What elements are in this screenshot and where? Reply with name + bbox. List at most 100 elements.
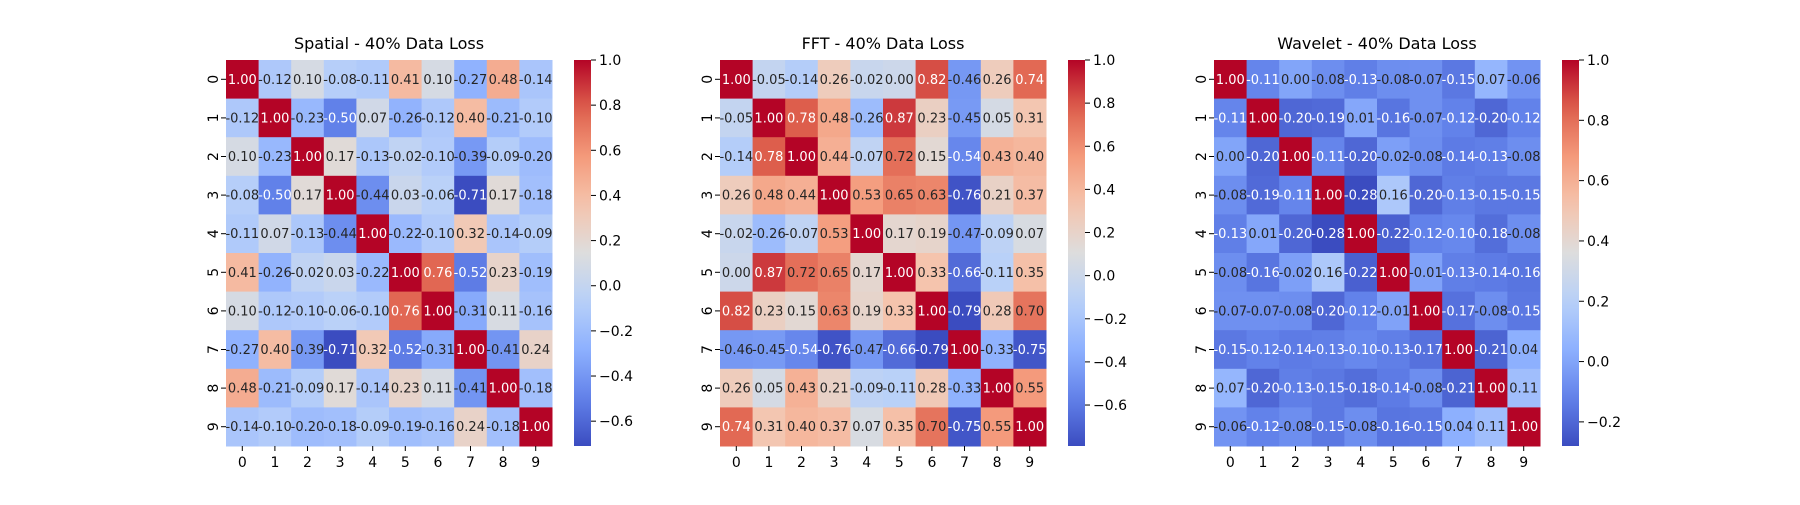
cell-value-label: 0.16 <box>1314 266 1343 281</box>
cell-value-label: -0.14 <box>1279 343 1313 358</box>
cell-value-label: 0.70 <box>1015 304 1044 319</box>
colorbar-tick-label: 0.8 <box>599 98 621 114</box>
cell-value-label: 0.26 <box>820 73 849 88</box>
cell-value-label: 1.00 <box>787 150 816 165</box>
y-tick-label: 5 <box>1194 268 1210 277</box>
cell-value-label: -0.18 <box>486 420 520 435</box>
cell-value-label: 0.07 <box>852 420 881 435</box>
y-tick-label: 4 <box>1194 229 1210 238</box>
chart-title: Spatial - 40% Data Loss <box>294 34 484 53</box>
heatmap-cell <box>1279 291 1313 331</box>
cell-value-label: 0.41 <box>228 266 257 281</box>
cell-value-label: -0.22 <box>356 266 390 281</box>
heatmap-cell <box>356 407 390 447</box>
heatmap-cell <box>1507 291 1541 331</box>
heatmap-cell <box>1377 407 1411 447</box>
heatmap-cell <box>980 98 1014 138</box>
cell-value-label: -0.21 <box>1474 343 1508 358</box>
cell-value-label: -0.79 <box>915 343 949 358</box>
heatmap-cell <box>1344 407 1378 447</box>
heatmap-cell <box>389 137 423 177</box>
heatmap-cell <box>1377 214 1411 254</box>
cell-value-label: -0.10 <box>519 111 553 126</box>
cell-value-label: -0.08 <box>323 73 357 88</box>
cell-value-label: 0.19 <box>917 227 946 242</box>
heatmap-cell <box>1442 368 1476 408</box>
cell-value-label: -0.47 <box>948 227 982 242</box>
heatmap-cell <box>258 291 292 331</box>
cell-value-label: -0.11 <box>225 227 259 242</box>
cell-value-label: -0.08 <box>1279 420 1313 435</box>
heatmap-cell <box>1474 175 1508 215</box>
cell-value-label: 0.65 <box>820 266 849 281</box>
heatmap-cell <box>1311 60 1345 100</box>
heatmap-cell <box>421 368 455 408</box>
heatmap-cell <box>258 253 292 293</box>
cell-value-label: -0.19 <box>1311 111 1345 126</box>
cell-value-label: 0.33 <box>885 304 914 319</box>
cell-value-label: -0.22 <box>388 227 422 242</box>
cell-value-label: 0.03 <box>391 189 420 204</box>
cell-value-label: 0.41 <box>391 73 420 88</box>
heatmap-cell <box>720 137 754 177</box>
cell-value-label: 0.11 <box>489 304 518 319</box>
cell-value-label: -0.18 <box>1344 382 1378 397</box>
cell-value-label: 0.11 <box>1509 382 1538 397</box>
cell-value-label: 1.00 <box>885 266 914 281</box>
cell-value-label: -0.14 <box>1474 266 1508 281</box>
heatmap-cell <box>389 175 423 215</box>
y-tick-label: 7 <box>1194 345 1210 354</box>
heatmap-cell <box>915 330 949 370</box>
heatmap-cell <box>1409 137 1443 177</box>
heatmap-cell <box>817 330 851 370</box>
x-tick-label: 8 <box>1487 455 1496 471</box>
heatmap-cell <box>258 137 292 177</box>
cell-value-label: -0.54 <box>948 150 982 165</box>
cell-value-label: -0.54 <box>785 343 819 358</box>
cell-value-label: -0.16 <box>421 420 455 435</box>
heatmap-cell <box>915 214 949 254</box>
heatmap-cell <box>785 291 819 331</box>
cell-value-label: 1.00 <box>754 111 783 126</box>
heatmap-cell <box>226 214 260 254</box>
heatmap-cell <box>258 175 292 215</box>
cell-value-label: -0.20 <box>1279 111 1313 126</box>
cell-value-label: -0.08 <box>1311 73 1345 88</box>
x-tick-label: 2 <box>1291 455 1300 471</box>
heatmap-cell <box>389 368 423 408</box>
cell-value-label: 0.11 <box>423 382 452 397</box>
cell-value-label: 0.82 <box>917 73 946 88</box>
heatmap-cell <box>1442 253 1476 293</box>
cell-value-label: -0.02 <box>1376 150 1410 165</box>
cell-value-label: 1.00 <box>1477 382 1506 397</box>
cell-value-label: -0.17 <box>1442 304 1476 319</box>
heatmap-cell <box>454 253 488 293</box>
heatmap-cell <box>1214 214 1248 254</box>
y-tick-label: 4 <box>700 229 716 238</box>
y-tick-label: 6 <box>206 306 222 315</box>
heatmap-cell <box>1279 175 1313 215</box>
cell-value-label: -0.13 <box>1279 382 1313 397</box>
heatmap-cell <box>258 98 292 138</box>
cell-value-label: 0.21 <box>820 382 849 397</box>
heatmap-cell <box>1279 137 1313 177</box>
x-tick-label: 3 <box>1324 455 1333 471</box>
cell-value-label: 0.70 <box>917 420 946 435</box>
cell-value-label: 0.76 <box>391 304 420 319</box>
cell-value-label: -0.07 <box>1409 111 1443 126</box>
heatmap-cell <box>519 175 553 215</box>
cell-value-label: 0.07 <box>358 111 387 126</box>
cell-value-label: 0.28 <box>983 304 1012 319</box>
heatmap-cell <box>1442 214 1476 254</box>
colorbar <box>1562 60 1579 446</box>
cell-value-label: 1.00 <box>1015 420 1044 435</box>
x-tick-label: 9 <box>531 455 540 471</box>
y-tick-label: 3 <box>1194 191 1210 200</box>
heatmap-cell <box>486 175 520 215</box>
cell-value-label: -0.08 <box>1409 150 1443 165</box>
cell-value-label: -0.44 <box>356 189 390 204</box>
heatmap-cell <box>752 60 786 100</box>
y-tick-label: 7 <box>700 345 716 354</box>
cell-value-label: -0.13 <box>1442 266 1476 281</box>
